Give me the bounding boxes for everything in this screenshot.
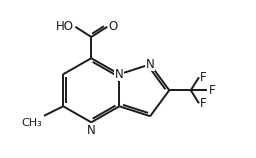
Text: O: O (109, 20, 118, 33)
Text: F: F (200, 97, 207, 110)
Text: HO: HO (56, 20, 74, 33)
Text: CH₃: CH₃ (21, 118, 42, 128)
Text: N: N (115, 68, 124, 81)
Text: F: F (208, 84, 215, 97)
Text: F: F (200, 71, 207, 84)
Text: N: N (87, 124, 96, 137)
Text: N: N (146, 58, 155, 71)
